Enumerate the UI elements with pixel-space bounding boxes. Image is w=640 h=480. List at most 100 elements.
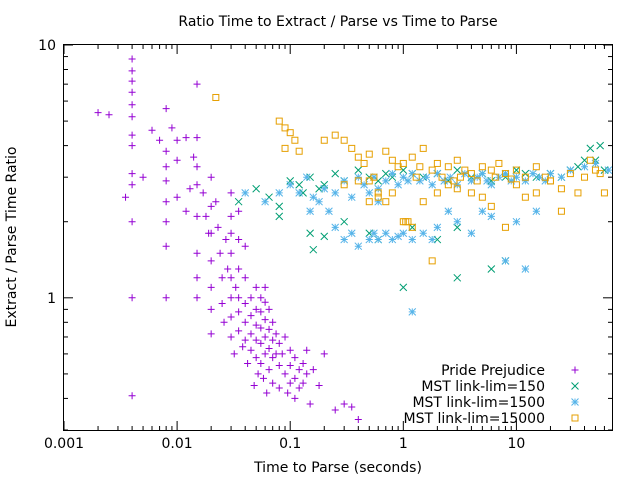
series-3-point-17 <box>388 156 396 164</box>
series-1-point-45 <box>306 229 314 238</box>
series-3-point-74 <box>456 173 464 181</box>
series-0-point-57 <box>218 299 226 307</box>
series-2-point-72 <box>512 217 521 226</box>
series-0-point-115 <box>272 330 280 338</box>
series-3-point-60 <box>487 202 495 210</box>
series-2-point-27 <box>433 169 442 178</box>
series-3-point-21 <box>416 163 424 171</box>
series-0-point-49 <box>207 257 215 265</box>
series-0-point-67 <box>227 313 235 321</box>
series-0-point-96 <box>257 308 265 316</box>
series-2-point-20 <box>394 180 402 189</box>
series-2-point-9 <box>325 207 333 216</box>
series-3-point-69 <box>365 177 373 185</box>
series-0-point-47 <box>207 202 215 210</box>
series-3-point-42 <box>586 156 594 164</box>
series-3-point-23 <box>428 166 436 174</box>
series-0-point-122 <box>281 370 289 378</box>
series-2-point-48 <box>580 162 589 171</box>
series-3-point-3 <box>286 129 294 137</box>
series-0-point-23 <box>162 198 170 206</box>
series-3-point-25 <box>444 163 452 171</box>
series-2-point-75 <box>408 307 417 316</box>
series-2-point-69 <box>478 207 487 216</box>
series-3-point-48 <box>388 189 396 197</box>
series-2-point-24 <box>415 177 424 185</box>
series-2-point-62 <box>408 235 417 244</box>
series-0-point-0 <box>94 109 102 117</box>
series-0-point-31 <box>182 134 190 142</box>
x-tick-label-4: 10 <box>508 436 526 452</box>
series-0-point-142 <box>348 403 356 411</box>
legend-label-0: Pride Prejudice <box>441 363 545 379</box>
x-tick-label-3: 1 <box>399 436 408 452</box>
series-0-point-37 <box>193 163 201 171</box>
series-0-point-111 <box>269 318 277 326</box>
series-0-point-82 <box>241 336 249 344</box>
legend-label-3: MST link-lim=15000 <box>404 411 545 427</box>
series-3-point-59 <box>478 193 486 201</box>
series-0-point-77 <box>239 343 247 351</box>
series-3-point-68 <box>354 177 362 185</box>
series-0-point-56 <box>218 274 226 282</box>
series-0-point-143 <box>354 416 362 424</box>
series-0-point-133 <box>299 379 307 387</box>
series-0-point-10 <box>128 170 136 178</box>
series-0-point-29 <box>173 156 181 164</box>
series-0-point-76 <box>235 327 243 335</box>
series-0-point-26 <box>162 294 170 302</box>
series-2-point-54 <box>354 242 363 251</box>
series-2-point-5 <box>302 173 311 182</box>
series-0-point-87 <box>247 346 255 354</box>
x-tick-label-1: 0.01 <box>162 436 193 452</box>
series-2-point-23 <box>408 169 417 178</box>
series-0-point-15 <box>122 193 130 201</box>
series-3-point-16 <box>382 147 390 155</box>
series-1-point-48 <box>487 265 496 273</box>
series-0-point-32 <box>182 207 190 215</box>
legend-marker-3 <box>571 414 579 422</box>
series-0-point-101 <box>261 283 269 291</box>
series-1-point-38 <box>600 166 609 174</box>
series-0-point-121 <box>281 333 289 341</box>
series-0-point-116 <box>272 350 280 358</box>
series-2-point-37 <box>495 173 503 182</box>
series-2-point-66 <box>444 207 453 216</box>
series-2-point-35 <box>483 177 491 185</box>
series-1-point-44 <box>453 223 462 232</box>
series-0-point-93 <box>252 354 260 362</box>
series-3-point-22 <box>419 144 427 152</box>
series-3-point-31 <box>495 159 503 167</box>
series-2-point-74 <box>532 207 541 216</box>
series-3-point-76 <box>491 173 499 181</box>
series-0-point-126 <box>286 379 294 387</box>
series-0-point-3 <box>128 67 136 75</box>
series-3-point-32 <box>501 170 509 178</box>
series-3-point-52 <box>408 223 416 231</box>
series-2-point-68 <box>467 229 476 238</box>
series-0-point-135 <box>303 370 311 378</box>
series-0-point-120 <box>278 350 286 358</box>
series-2-point-45 <box>546 169 555 178</box>
series-1-point-28 <box>521 169 530 178</box>
series-0-point-74 <box>235 294 243 302</box>
chart-title: Ratio Time to Extract / Parse vs Time to… <box>178 14 497 30</box>
series-3-point-47 <box>382 198 390 206</box>
series-2-point-50 <box>604 166 613 174</box>
series-0-point-73 <box>235 265 243 273</box>
series-0-point-98 <box>257 339 265 347</box>
series-2-point-56 <box>370 229 378 238</box>
series-0-point-129 <box>291 394 299 402</box>
series-0-point-39 <box>193 212 201 220</box>
series-2-point-1 <box>261 197 269 206</box>
series-2-point-46 <box>557 173 566 182</box>
series-3-point-56 <box>444 181 452 189</box>
series-0-point-131 <box>295 384 303 392</box>
series-0-point-6 <box>128 101 136 109</box>
series-1-point-35 <box>586 144 595 153</box>
series-3-point-65 <box>546 177 554 185</box>
series-0-point-38 <box>193 181 201 189</box>
series-0-point-58 <box>220 318 228 326</box>
series-3-point-13 <box>365 150 373 158</box>
